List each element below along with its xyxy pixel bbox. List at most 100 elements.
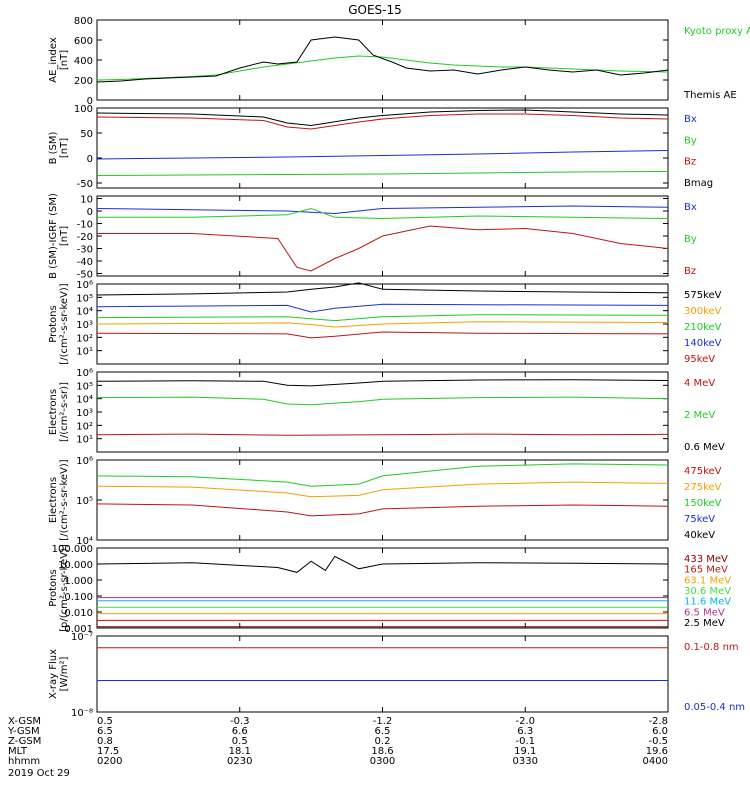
x-tick-value: 19.6: [646, 746, 668, 757]
x-tick-value: 6.5: [375, 726, 391, 737]
y-tick-label: -50: [77, 270, 93, 281]
y-tick-label: 600: [74, 36, 93, 47]
y-tick-label: 10⁻⁸: [71, 708, 93, 719]
legend-label: 95keV: [684, 354, 715, 365]
series-line: [96, 150, 669, 160]
legend-label: 433 MeV: [684, 554, 728, 565]
y-axis-label: Protons: [48, 569, 59, 606]
series-line: [96, 331, 669, 339]
y-tick-label: 1.000: [64, 576, 93, 587]
series-line: [96, 205, 669, 215]
series-line: [96, 503, 669, 517]
legend-label: 575keV: [684, 290, 722, 301]
legend-label: 0.6 MeV: [684, 442, 725, 453]
y-tick-label: 800: [74, 16, 93, 27]
legend-label: Kyoto proxy AE: [684, 26, 750, 37]
y-axis-label: X-ray Flux: [48, 649, 59, 699]
y-tick-label: -50: [77, 179, 93, 190]
figure-title: GOES-15: [348, 3, 402, 17]
series-line: [97, 207, 669, 220]
panel-frame: [96, 19, 669, 101]
x-tick-value: 0400: [643, 756, 668, 767]
x-tick-value: 0200: [97, 756, 122, 767]
y-axis-label: [nT]: [59, 50, 70, 70]
legend-label: 0.1-0.8 nm: [684, 642, 739, 653]
y-tick-label: 0.100: [64, 592, 93, 603]
y-tick-label: -20: [77, 232, 93, 243]
series-line: [96, 379, 669, 387]
series-line: [96, 321, 669, 328]
y-tick-label: 10⁶: [76, 456, 93, 467]
y-tick-label: 10⁵: [76, 293, 93, 304]
y-tick-label: 0: [87, 207, 93, 218]
legend-label: 165 MeV: [684, 565, 728, 576]
x-row-label: X-GSM: [8, 716, 41, 727]
x-tick-value: 0.5: [97, 716, 113, 727]
series-line: [96, 463, 669, 487]
legend-label: Bx: [684, 202, 697, 213]
legend-label: By: [684, 135, 697, 146]
legend-label: Bz: [684, 266, 696, 277]
y-tick-label: 10⁵: [76, 381, 93, 392]
panel-electrons_mev: 10¹ 10² 10³ 10⁴ 10⁵ 10⁶ Electrons [/(cm²-s-sr)]…: [48, 368, 725, 453]
legend-label: 150keV: [684, 498, 722, 509]
panel-protons_low: 10¹ 10² 10³ 10⁴ 10⁵ 10⁶ Protons [/(cm²-s-sr-keV…: [48, 280, 722, 365]
legend-label: 300keV: [684, 306, 722, 317]
y-tick-label: 10³: [76, 320, 93, 331]
x-tick-value: 17.5: [97, 746, 119, 757]
y-tick-label: 10²: [76, 421, 93, 432]
y-tick-label: 10⁶: [76, 368, 93, 379]
x-row-label: Z-GSM: [8, 736, 41, 747]
x-tick-value: -2.0: [515, 716, 535, 727]
series-line: [96, 433, 669, 436]
y-axis-label: B (SM)-IGRF (SM): [48, 193, 59, 279]
series-line: [96, 481, 669, 498]
y-tick-label: 10⁻⁷: [71, 632, 93, 643]
legend-label: Bx: [684, 114, 697, 125]
y-tick-label: 10⁵: [76, 496, 93, 507]
y-tick-label: 100: [74, 104, 93, 115]
legend-label: 11.6 MeV: [684, 597, 731, 608]
y-tick-label: 10¹: [76, 347, 93, 358]
series-line: [96, 282, 669, 296]
x-tick-value: -0.3: [230, 716, 250, 727]
panel-frame: [96, 371, 669, 453]
x-tick-value: 0.8: [97, 736, 113, 747]
legend-label: 4 MeV: [684, 378, 715, 389]
panel-frame: [96, 547, 669, 629]
y-tick-label: 10²: [76, 333, 93, 344]
y-tick-label: -40: [77, 257, 93, 268]
x-tick-value: 6.0: [652, 726, 668, 737]
legend-label: 75keV: [684, 514, 715, 525]
x-tick-value: -1.2: [373, 716, 393, 727]
x-tick-value: 6.3: [517, 726, 533, 737]
y-tick-label: 0.001: [64, 624, 93, 635]
y-axis-label: Protons: [48, 305, 59, 342]
x-tick-value: 6.6: [232, 726, 248, 737]
panel-ae: 0 200 400 600 800 AE_index[nT] Kyoto proxy AE T…: [48, 16, 750, 107]
x-row-label: MLT: [8, 746, 28, 757]
y-tick-label: -30: [77, 245, 93, 256]
y-axis-label: [nT]: [59, 138, 70, 158]
y-tick-label: 10¹: [76, 435, 93, 446]
y-tick-label: -10: [77, 220, 93, 231]
x-tick-value: 18.6: [371, 746, 393, 757]
y-tick-label: 10⁴: [76, 395, 93, 406]
legend-label: 140keV: [684, 338, 722, 349]
legend-label: Bmag: [684, 178, 713, 189]
legend-label: 475keV: [684, 466, 722, 477]
legend-label: 0.05-0.4 nm: [684, 702, 745, 713]
y-tick-label: 10: [80, 195, 93, 206]
y-axis-label: B (SM): [48, 131, 59, 164]
series-line: [97, 225, 669, 272]
y-axis-label: [/(cm²-s-sr)]: [59, 382, 70, 442]
y-axis-label: [/(cm²-s-sr-keV)]: [59, 283, 70, 364]
series-line: [96, 303, 669, 313]
legend-label: 63.1 MeV: [684, 575, 731, 586]
y-axis-label: [nT]: [59, 226, 70, 246]
legend-label: 40keV: [684, 530, 715, 541]
legend-label: Themis AE: [683, 90, 737, 101]
date-label: 2019 Oct 29: [8, 768, 70, 779]
panel-bigrf: -50 -40-30 -20-10 010 B (SM)-IGRF (SM) [nT] Bx…: [48, 193, 697, 280]
